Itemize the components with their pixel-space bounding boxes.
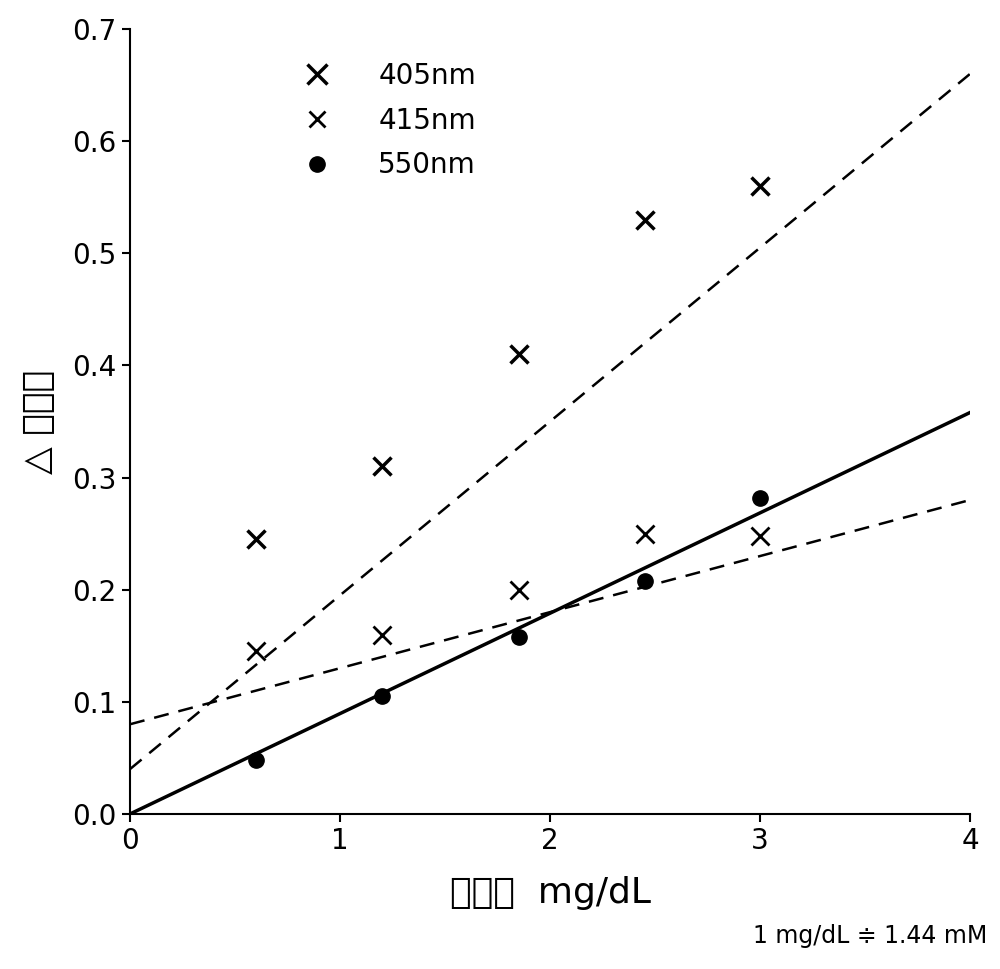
Text: 1 mg/dL ≑ 1.44 mM: 1 mg/dL ≑ 1.44 mM <box>753 923 987 948</box>
Legend: 405nm, 415nm, 550nm: 405nm, 415nm, 550nm <box>278 50 487 190</box>
X-axis label: 锂浓度  mg/dL: 锂浓度 mg/dL <box>450 876 650 910</box>
Y-axis label: △ 吸光度: △ 吸光度 <box>22 369 56 474</box>
